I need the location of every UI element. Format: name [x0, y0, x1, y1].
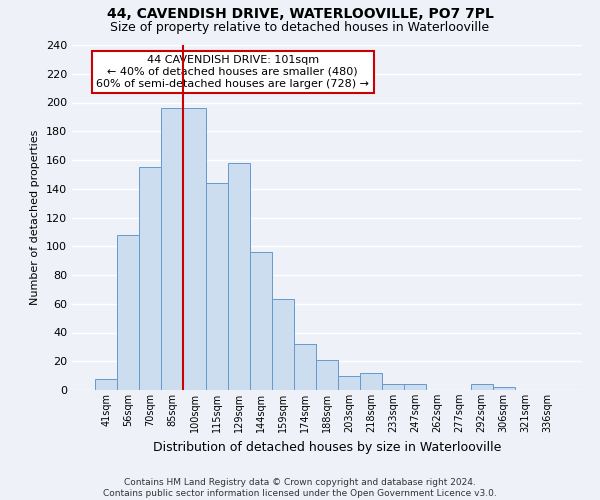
Bar [294, 344, 316, 390]
Text: 44 CAVENDISH DRIVE: 101sqm
← 40% of detached houses are smaller (480)
60% of sem: 44 CAVENDISH DRIVE: 101sqm ← 40% of deta… [96, 56, 369, 88]
Bar [117, 235, 139, 390]
Bar [493, 387, 515, 390]
Text: 44, CAVENDISH DRIVE, WATERLOOVILLE, PO7 7PL: 44, CAVENDISH DRIVE, WATERLOOVILLE, PO7 … [107, 8, 493, 22]
Bar [404, 384, 427, 390]
Bar [227, 163, 250, 390]
Bar [470, 384, 493, 390]
Bar [382, 384, 404, 390]
Bar [206, 183, 227, 390]
Bar [338, 376, 360, 390]
Bar [272, 300, 294, 390]
Bar [360, 373, 382, 390]
Y-axis label: Number of detached properties: Number of detached properties [31, 130, 40, 305]
Text: Size of property relative to detached houses in Waterlooville: Size of property relative to detached ho… [110, 21, 490, 34]
Bar [250, 252, 272, 390]
Bar [184, 108, 206, 390]
Bar [316, 360, 338, 390]
X-axis label: Distribution of detached houses by size in Waterlooville: Distribution of detached houses by size … [153, 440, 501, 454]
Bar [139, 167, 161, 390]
Text: Contains HM Land Registry data © Crown copyright and database right 2024.
Contai: Contains HM Land Registry data © Crown c… [103, 478, 497, 498]
Bar [161, 108, 184, 390]
Bar [95, 378, 117, 390]
